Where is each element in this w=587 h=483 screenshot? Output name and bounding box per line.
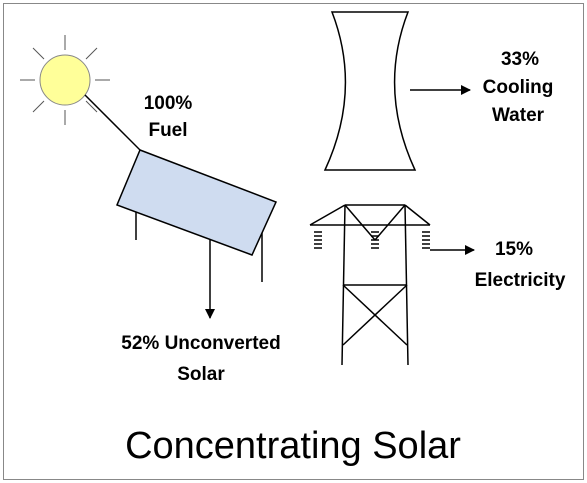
title: Concentrating Solar bbox=[125, 425, 461, 467]
flow-label: 15% bbox=[495, 239, 533, 260]
flow-label: 33% bbox=[501, 49, 539, 70]
flow-label: Water bbox=[492, 105, 545, 126]
diagram: 100% Fuel 33% Cooling Water 15% Electric… bbox=[0, 0, 587, 483]
flow-label: Cooling bbox=[483, 77, 554, 98]
flow-label: Electricity bbox=[475, 270, 566, 291]
sun bbox=[20, 35, 110, 125]
flow-label: 100% bbox=[144, 93, 193, 114]
flow-label: 52% Unconverted bbox=[121, 333, 280, 354]
flow-label: Fuel bbox=[148, 120, 187, 141]
flow-label: Solar bbox=[177, 364, 225, 385]
